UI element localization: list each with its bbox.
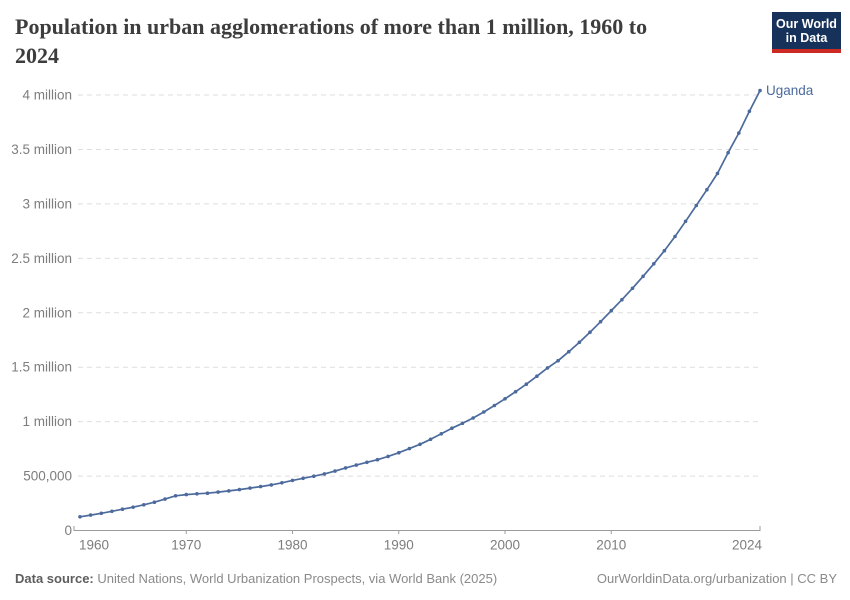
data-point-marker[interactable] — [152, 500, 157, 505]
data-point-marker[interactable] — [715, 171, 720, 176]
data-point-marker[interactable] — [524, 382, 529, 387]
owid-logo[interactable]: Our World in Data — [772, 12, 841, 53]
data-point-marker[interactable] — [99, 511, 104, 516]
data-point-marker[interactable] — [482, 410, 486, 414]
chart-footer: Data source: United Nations, World Urban… — [15, 571, 837, 586]
data-point-marker[interactable] — [503, 397, 507, 401]
data-point-marker[interactable] — [88, 513, 93, 517]
data-point-marker[interactable] — [386, 454, 390, 459]
data-point-marker[interactable] — [173, 494, 178, 498]
data-point-marker[interactable] — [598, 319, 603, 324]
x-axis-tick-label: 1960 — [79, 538, 109, 553]
data-point-marker[interactable] — [248, 486, 252, 490]
data-point-marker[interactable] — [322, 472, 327, 476]
data-point-marker[interactable] — [354, 463, 359, 467]
data-point-marker[interactable] — [439, 432, 444, 436]
y-axis-tick-label: 2 million — [22, 305, 72, 320]
data-point-marker[interactable] — [641, 274, 645, 279]
data-point-marker[interactable] — [290, 478, 295, 483]
data-point-marker[interactable] — [492, 403, 497, 408]
y-axis-tick-label: 0 — [64, 523, 72, 538]
data-point-marker[interactable] — [620, 297, 624, 302]
chart-title-line2: 2024 — [15, 43, 59, 68]
data-point-marker[interactable] — [673, 234, 677, 239]
data-point-marker[interactable] — [609, 308, 614, 313]
data-point-marker[interactable] — [301, 476, 305, 481]
data-point-marker[interactable] — [184, 492, 189, 497]
data-point-marker[interactable] — [567, 349, 571, 354]
data-point-marker[interactable] — [694, 203, 699, 208]
data-point-marker[interactable] — [269, 483, 274, 487]
data-source-note: Data source: United Nations, World Urban… — [15, 571, 497, 586]
data-point-marker[interactable] — [588, 330, 592, 335]
data-source-label: Data source: — [15, 571, 94, 586]
data-point-marker[interactable] — [683, 219, 688, 224]
data-source-text: United Nations, World Urbanization Prosp… — [93, 571, 498, 586]
data-point-marker[interactable] — [471, 416, 475, 420]
series-line — [79, 89, 761, 518]
data-point-marker[interactable] — [652, 262, 656, 266]
x-axis-tick-label: 1970 — [171, 538, 201, 553]
data-point-marker[interactable] — [195, 492, 199, 496]
data-point-marker[interactable] — [258, 484, 263, 489]
data-point-marker[interactable] — [216, 490, 220, 494]
data-point-marker[interactable] — [662, 248, 667, 253]
owid-logo-line1: Our World — [776, 17, 837, 31]
data-point-marker[interactable] — [705, 187, 709, 192]
data-point-marker[interactable] — [280, 481, 284, 485]
data-point-marker[interactable] — [513, 389, 518, 394]
data-point-marker[interactable] — [428, 437, 433, 442]
y-axis-tick-label: 1.5 million — [11, 360, 72, 375]
x-axis-tick-label: 2010 — [596, 538, 626, 553]
data-point-marker[interactable] — [142, 503, 146, 507]
y-axis-tick-label: 500,000 — [23, 469, 72, 484]
chart-title-line1: Population in urban agglomerations of mo… — [15, 14, 648, 39]
data-point-marker[interactable] — [545, 366, 550, 370]
data-point-marker[interactable] — [365, 460, 369, 465]
x-axis-tick-label: 1980 — [277, 538, 307, 553]
data-point-marker[interactable] — [110, 509, 114, 514]
x-axis-line — [73, 526, 761, 531]
data-point-marker[interactable] — [535, 374, 539, 379]
data-point-marker[interactable] — [333, 469, 337, 473]
data-point-marker[interactable] — [460, 421, 465, 426]
data-point-marker[interactable] — [131, 505, 135, 510]
x-axis-tick-label: 2024 — [732, 538, 763, 553]
data-point-marker[interactable] — [450, 426, 454, 431]
y-axis-tick-label: 2.5 million — [11, 251, 72, 266]
data-point-marker[interactable] — [205, 491, 210, 496]
data-point-marker[interactable] — [397, 450, 401, 455]
data-point-marker[interactable] — [407, 446, 412, 451]
x-axis-tick-label: 1990 — [384, 538, 414, 553]
chart-title: Population in urban agglomerations of mo… — [15, 12, 745, 70]
data-point-marker[interactable] — [343, 466, 348, 470]
y-axis-tick-label: 1 million — [22, 414, 72, 429]
y-axis-tick-label: 3.5 million — [11, 142, 72, 157]
y-axis-tick-label: 3 million — [22, 196, 72, 211]
data-point-marker[interactable] — [237, 487, 242, 492]
data-point-marker[interactable] — [758, 88, 762, 93]
data-point-marker[interactable] — [163, 497, 167, 501]
owid-credit-link[interactable]: OurWorldinData.org/urbanization | CC BY — [596, 571, 837, 586]
data-point-marker[interactable] — [418, 442, 422, 447]
x-axis-tick-label: 2000 — [490, 538, 520, 553]
data-point-marker[interactable] — [577, 340, 582, 345]
data-point-marker[interactable] — [312, 474, 316, 479]
y-axis-tick-label: 4 million — [22, 88, 72, 103]
data-point-marker[interactable] — [556, 358, 560, 363]
data-point-marker[interactable] — [375, 457, 380, 462]
entity-label[interactable]: Uganda — [766, 83, 814, 98]
owid-logo-line2: in Data — [785, 31, 828, 45]
data-point-marker[interactable] — [737, 131, 741, 135]
data-point-marker[interactable] — [120, 507, 125, 512]
data-point-marker[interactable] — [726, 150, 730, 155]
data-point-marker[interactable] — [78, 515, 82, 519]
data-point-marker[interactable] — [630, 286, 635, 291]
data-point-marker[interactable] — [227, 489, 231, 493]
data-point-marker[interactable] — [747, 109, 752, 114]
